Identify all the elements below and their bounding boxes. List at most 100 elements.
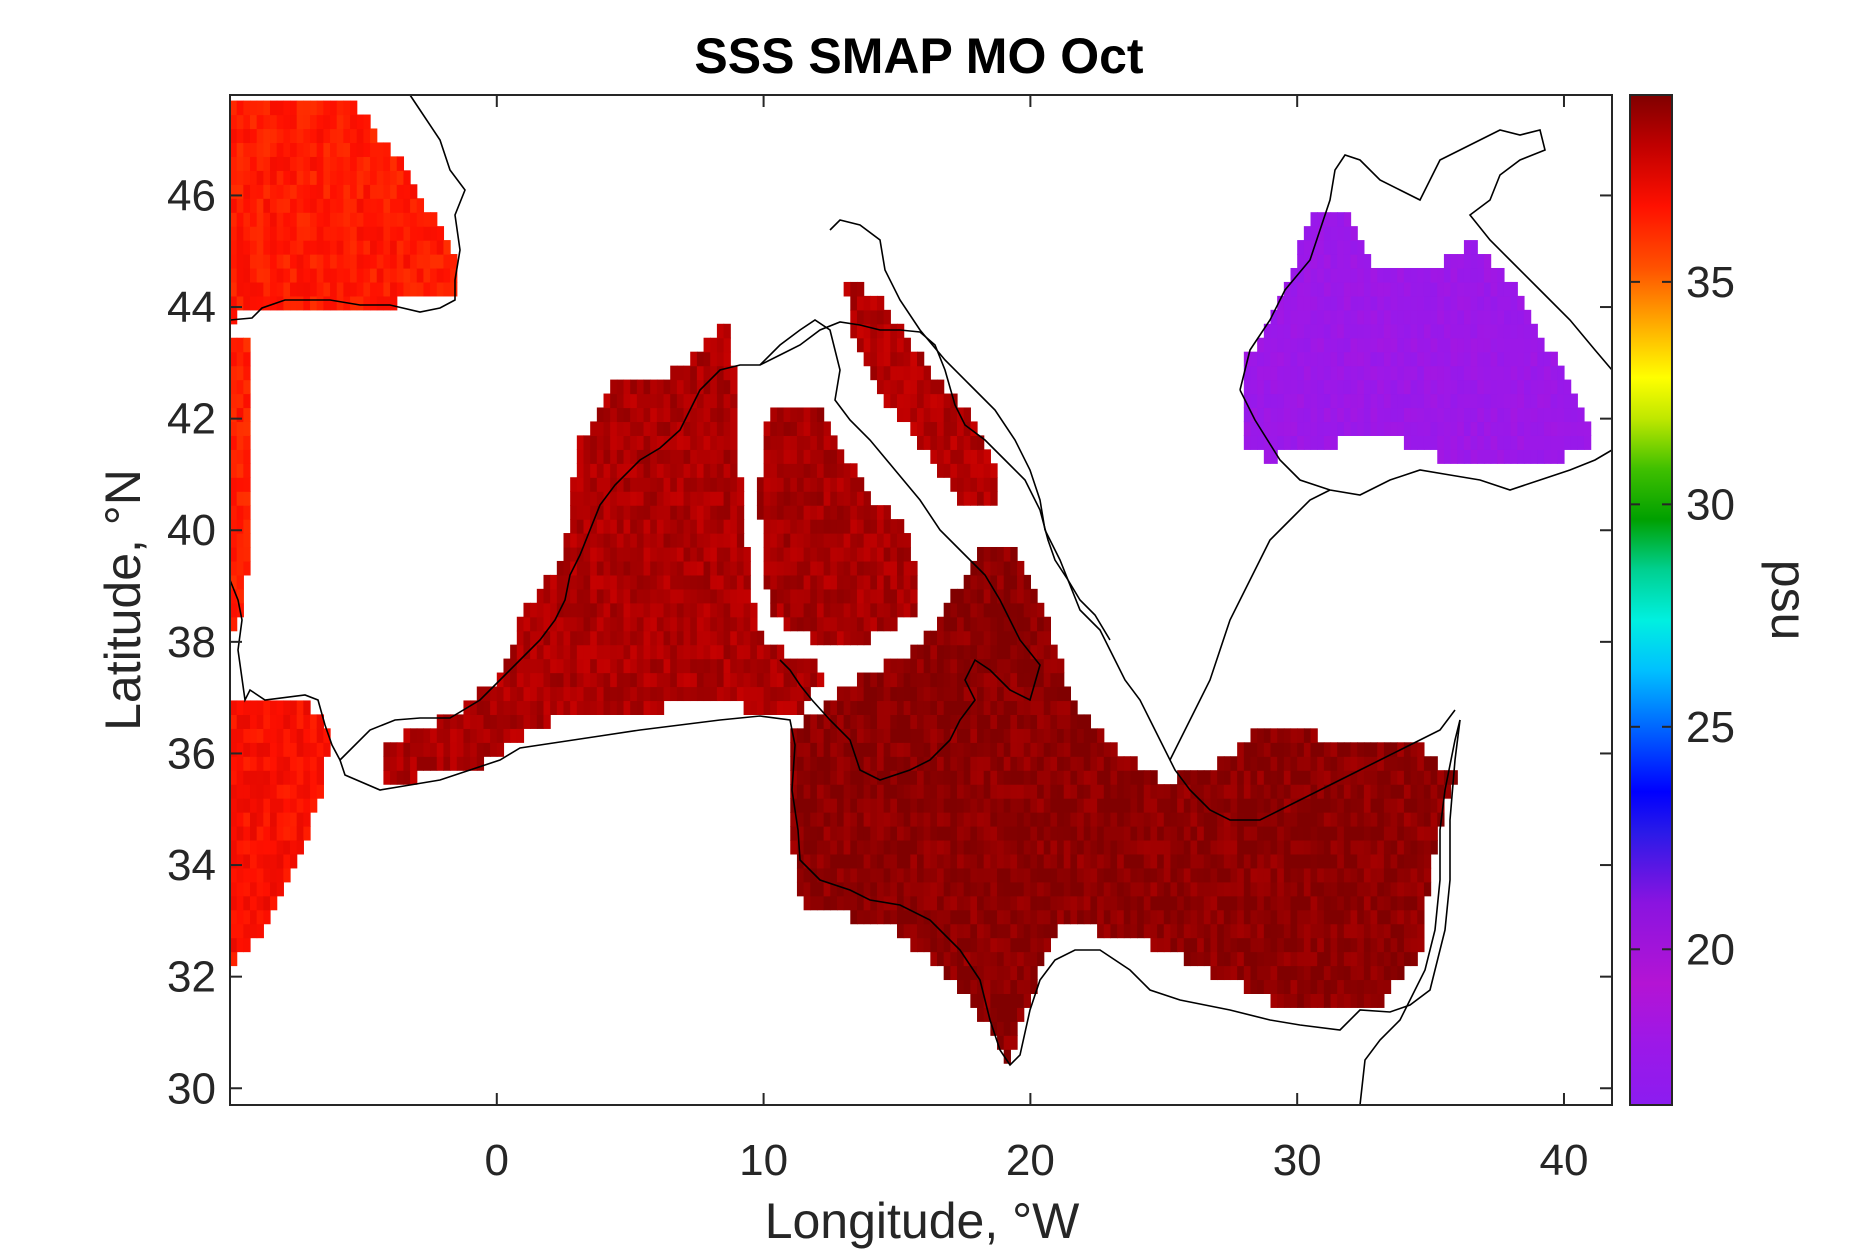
- salinity-cell: [843, 798, 851, 813]
- salinity-cell: [1263, 393, 1272, 409]
- salinity-cell: [856, 770, 865, 785]
- salinity-cell: [350, 240, 358, 255]
- salinity-cell: [556, 644, 565, 660]
- salinity-cell: [1570, 407, 1578, 423]
- salinity-cell: [723, 588, 731, 604]
- salinity-cell: [1350, 240, 1358, 255]
- salinity-cell: [756, 672, 765, 688]
- salinity-cell: [1330, 212, 1338, 227]
- salinity-cell: [830, 533, 838, 548]
- salinity-cell: [1010, 909, 1018, 925]
- salinity-cell: [843, 839, 851, 855]
- salinity-cell: [1410, 937, 1418, 953]
- salinity-cell: [670, 505, 678, 520]
- salinity-cell: [730, 477, 738, 492]
- salinity-cell: [776, 463, 785, 478]
- salinity-cell: [943, 825, 951, 841]
- salinity-cell: [676, 519, 685, 534]
- salinity-cell: [1163, 909, 1172, 925]
- salinity-cell: [1097, 742, 1105, 757]
- salinity-cell: [1123, 825, 1132, 841]
- salinity-cell: [1057, 700, 1065, 715]
- salinity-cell: [316, 728, 324, 743]
- salinity-cell: [876, 784, 885, 799]
- salinity-cell: [696, 672, 705, 688]
- salinity-cell: [316, 198, 324, 213]
- salinity-cell: [1163, 895, 1172, 911]
- salinity-cell: [1270, 812, 1278, 827]
- salinity-cell: [1257, 881, 1265, 897]
- salinity-cell: [610, 477, 618, 492]
- salinity-cell: [1423, 770, 1432, 785]
- salinity-cell: [716, 574, 725, 590]
- salinity-cell: [803, 839, 811, 855]
- salinity-cell: [1030, 951, 1038, 967]
- salinity-cell: [870, 812, 878, 827]
- salinity-cell: [1330, 784, 1338, 799]
- salinity-cell: [743, 560, 751, 576]
- salinity-cell: [1463, 323, 1472, 339]
- salinity-cell: [576, 519, 585, 534]
- salinity-cell: [937, 686, 945, 702]
- salinity-cell: [903, 588, 911, 604]
- salinity-cell: [790, 519, 798, 534]
- salinity-cell: [1143, 923, 1152, 939]
- salinity-cell: [323, 114, 331, 130]
- salinity-cell: [823, 421, 831, 436]
- salinity-cell: [1337, 909, 1345, 925]
- salinity-cell: [723, 630, 731, 646]
- salinity-cell: [683, 505, 691, 520]
- salinity-cell: [1230, 770, 1238, 785]
- salinity-cell: [243, 184, 251, 199]
- salinity-cell: [423, 728, 431, 743]
- salinity-cell: [1357, 756, 1365, 771]
- salinity-cell: [1417, 839, 1425, 855]
- salinity-cell: [790, 700, 798, 715]
- salinity-cell: [663, 686, 671, 702]
- salinity-cell: [803, 477, 811, 492]
- salinity-cell: [656, 588, 665, 604]
- salinity-cell: [977, 630, 985, 646]
- salinity-cell: [323, 184, 331, 199]
- salinity-cell: [950, 463, 958, 478]
- salinity-cell: [1150, 923, 1158, 939]
- salinity-cell: [343, 240, 351, 255]
- salinity-cell: [1003, 560, 1011, 576]
- salinity-cell: [263, 825, 271, 841]
- salinity-cell: [376, 226, 385, 241]
- salinity-cell: [763, 700, 771, 715]
- salinity-cell: [363, 170, 371, 185]
- salinity-cell: [276, 142, 284, 157]
- salinity-cell: [843, 602, 851, 618]
- salinity-cell: [903, 728, 911, 743]
- salinity-cell: [1343, 770, 1352, 785]
- salinity-cell: [1023, 923, 1031, 939]
- salinity-cell: [1030, 672, 1038, 688]
- salinity-cell: [383, 742, 391, 757]
- salinity-cell: [957, 853, 965, 869]
- salinity-cell: [283, 100, 291, 116]
- salinity-cell: [903, 853, 911, 869]
- salinity-cell: [1097, 812, 1105, 827]
- salinity-cell: [1023, 686, 1031, 702]
- salinity-cell: [410, 198, 418, 213]
- salinity-cell: [1357, 812, 1365, 827]
- salinity-cell: [1250, 756, 1258, 771]
- salinity-cell: [463, 756, 471, 771]
- salinity-cell: [1363, 267, 1372, 283]
- salinity-cell: [1077, 756, 1085, 771]
- salinity-cell: [303, 825, 311, 841]
- salinity-cell: [816, 477, 825, 492]
- salinity-cell: [710, 463, 718, 478]
- salinity-cell: [350, 198, 358, 213]
- salinity-cell: [1110, 798, 1118, 813]
- salinity-cell: [823, 742, 831, 757]
- salinity-cell: [270, 156, 278, 171]
- salinity-cell: [870, 686, 878, 702]
- salinity-cell: [1203, 867, 1212, 883]
- salinity-cell: [476, 714, 485, 729]
- salinity-cell: [503, 686, 511, 702]
- salinity-cell: [636, 435, 645, 450]
- salinity-cell: [957, 421, 965, 436]
- salinity-cell: [850, 630, 858, 646]
